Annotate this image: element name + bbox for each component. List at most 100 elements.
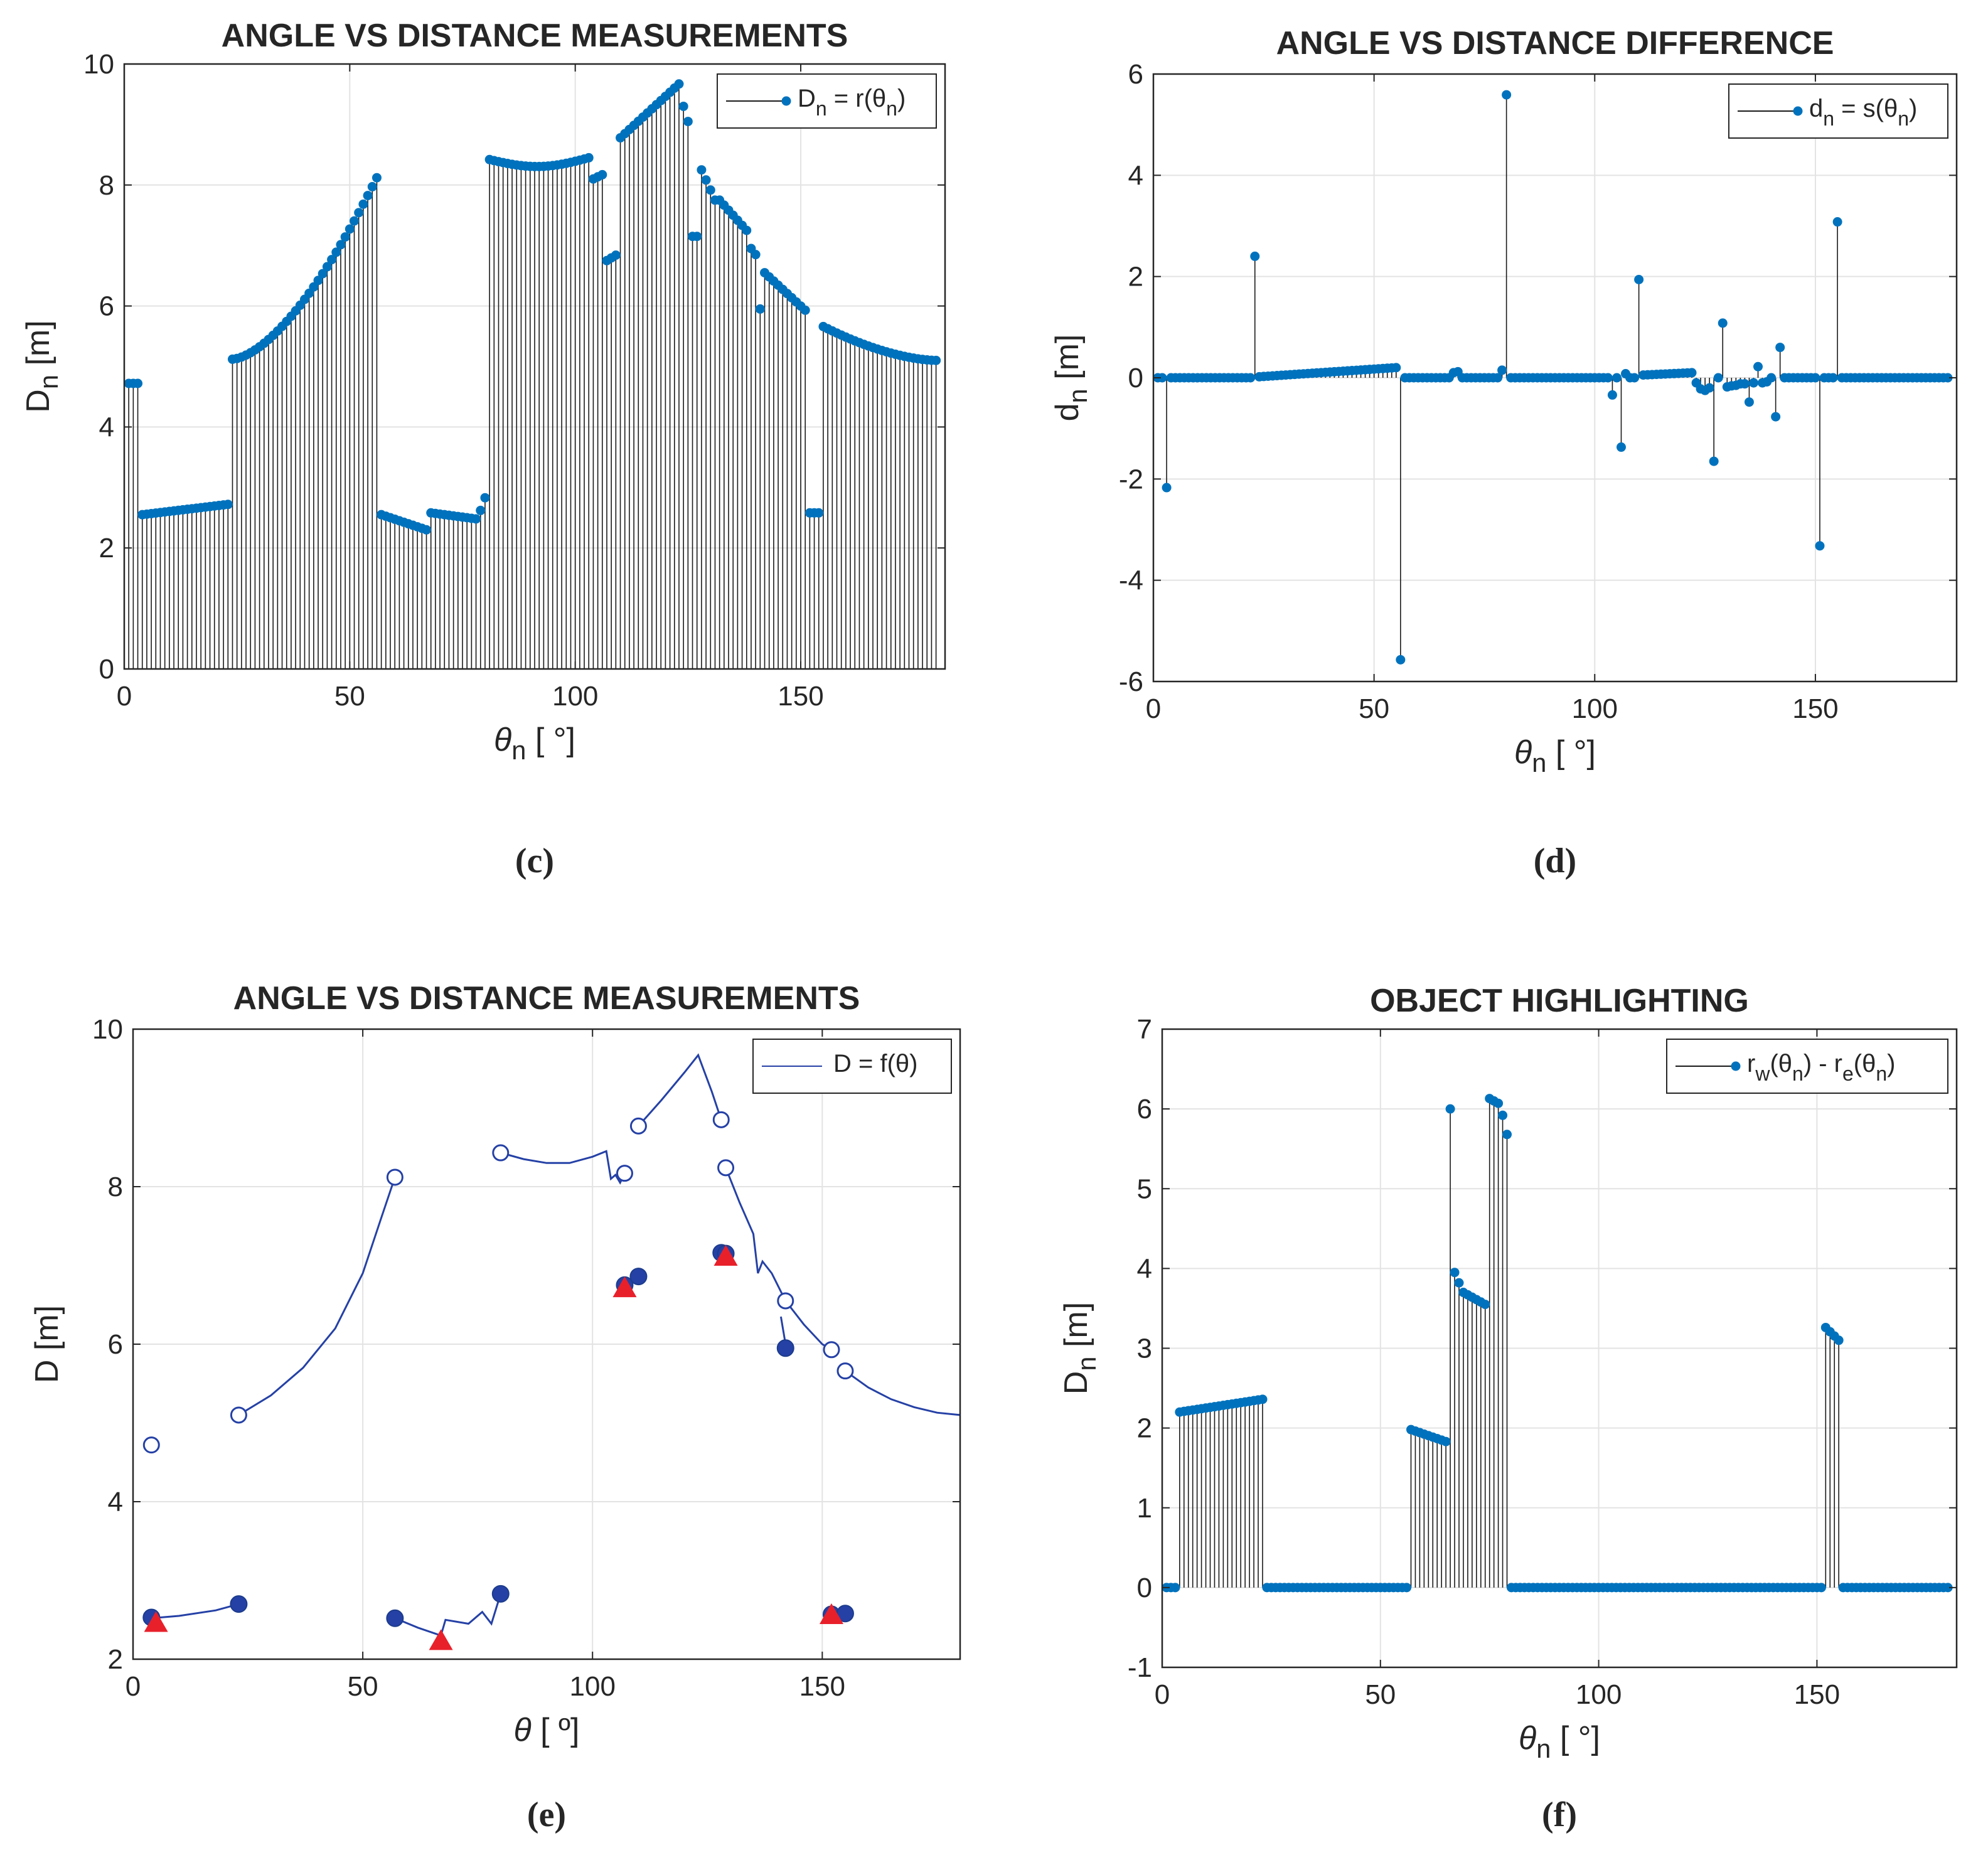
filled-marker — [386, 1609, 404, 1627]
data-point — [1753, 361, 1763, 371]
data-point — [350, 216, 360, 226]
data-point — [611, 250, 621, 260]
data-point — [678, 101, 688, 111]
x-tick-label: 100 — [1572, 693, 1618, 724]
open-marker — [777, 1292, 794, 1310]
y-tick-label: 7 — [1137, 1014, 1152, 1045]
x-axis-label-part: θ — [514, 1712, 532, 1748]
legend-label-part: e — [1842, 1062, 1854, 1085]
data-point — [1445, 1104, 1455, 1114]
data-point — [584, 152, 594, 163]
legend-label-part: n — [886, 97, 897, 120]
stems — [1179, 1098, 1839, 1588]
data-point — [1775, 343, 1785, 353]
data-point — [223, 500, 233, 510]
x-tick-label: 150 — [1792, 693, 1838, 724]
data-point — [340, 232, 350, 242]
legend-label: D = f(θ) — [833, 1050, 917, 1077]
series-line-middle-low — [394, 1593, 502, 1637]
y-axis-label-part: D [m] — [29, 1305, 65, 1383]
data-point — [697, 165, 707, 175]
y-axis-label-part: d — [1049, 403, 1086, 421]
x-tick-label: 100 — [1576, 1679, 1622, 1710]
data-point — [1493, 373, 1503, 383]
legend-label-part: = r(θ — [827, 85, 886, 112]
legend-label-part: ) — [897, 85, 906, 112]
panel-caption: (d) — [1534, 842, 1576, 880]
x-axis-label-part: n — [511, 735, 526, 765]
filled-marker — [776, 1339, 794, 1357]
open-marker — [386, 1168, 403, 1186]
y-axis-label-part: n — [1072, 1356, 1101, 1371]
y-axis-label-part: [m] — [1049, 334, 1086, 389]
data-point — [336, 240, 346, 250]
data-point — [1943, 1583, 1953, 1593]
series-line-peak — [638, 1053, 722, 1127]
x-tick-label: 0 — [1146, 693, 1161, 724]
data-point — [800, 305, 810, 315]
y-axis-label: Dn [m] — [1058, 1302, 1101, 1394]
legend: dn = s(θn) — [1728, 83, 1948, 139]
data-point — [1816, 1583, 1826, 1593]
data-point — [476, 505, 486, 515]
y-tick-label: -4 — [1119, 565, 1143, 596]
data-point — [1810, 373, 1820, 383]
data-point — [1815, 541, 1825, 551]
data-point — [1704, 383, 1714, 393]
open-marker — [629, 1117, 647, 1135]
data-point — [354, 208, 364, 218]
data-point — [471, 514, 481, 524]
legend-label-part: ) — [1909, 95, 1917, 122]
legend-label: rw(θn) - re(θn) — [1747, 1050, 1896, 1085]
y-axis-label-part: D — [20, 389, 56, 413]
panel-d: 0 50 100 150 -6 -4 -2 0 2 4 6 ANGLE VS DISTANCE DIF… — [1049, 25, 1958, 880]
filled-marker — [230, 1595, 248, 1613]
y-tick-label: 10 — [83, 49, 114, 80]
series-line-lower-left — [151, 1603, 239, 1620]
x-tick-label: 50 — [1365, 1679, 1396, 1710]
y-axis-label-part: [m] — [1058, 1302, 1094, 1357]
legend-label-part: n — [1792, 1062, 1804, 1085]
chart-title: ANGLE VS DISTANCE MEASUREMENTS — [222, 18, 848, 54]
legend-label-part: d — [1809, 95, 1823, 122]
axes-box — [123, 63, 946, 670]
x-tick-label: 150 — [778, 681, 823, 712]
x-tick-label: 150 — [1794, 1679, 1840, 1710]
panel-caption: (c) — [515, 842, 554, 880]
panel-e: 0 50 100 150 2 4 6 8 10 ANGLE VS DISTANCE MEASURE… — [29, 980, 961, 1834]
y-tick-label: 10 — [92, 1014, 123, 1045]
open-marker — [717, 1159, 735, 1177]
data-point — [1766, 373, 1777, 383]
y-tick-label: 0 — [99, 654, 114, 685]
open-marker — [230, 1406, 247, 1424]
markers — [124, 79, 941, 535]
data-point — [313, 275, 323, 286]
data-point — [1498, 1110, 1508, 1120]
data-point — [1391, 363, 1401, 373]
y-axis-label: dn [m] — [1049, 334, 1093, 422]
y-tick-label: 6 — [1137, 1094, 1152, 1125]
y-tick-label: -2 — [1119, 464, 1143, 494]
legend-label-part: n — [1823, 107, 1834, 130]
x-axis-label: θn [ °] — [494, 722, 575, 765]
y-axis-label-part: D — [1058, 1371, 1094, 1395]
data-point — [1396, 655, 1406, 665]
data-point — [1258, 1394, 1268, 1404]
legend-label-part: r — [1747, 1050, 1755, 1077]
x-tick-label: 150 — [799, 1671, 845, 1702]
x-axis-label-part: θ — [1519, 1720, 1536, 1756]
panel-caption: (f) — [1542, 1795, 1577, 1834]
data-point — [1630, 373, 1640, 383]
data-point — [1943, 373, 1953, 383]
data-point — [701, 175, 711, 185]
data-point — [322, 262, 332, 272]
data-point — [1828, 373, 1838, 383]
data-point — [358, 199, 368, 209]
series-line-middle-high — [500, 1150, 626, 1185]
data-point — [931, 355, 941, 365]
x-tick-label: 100 — [570, 1671, 616, 1702]
legend-label-part: D = f(θ) — [833, 1050, 917, 1077]
x-tick-label: 50 — [348, 1671, 378, 1702]
data-point — [1494, 1098, 1504, 1108]
